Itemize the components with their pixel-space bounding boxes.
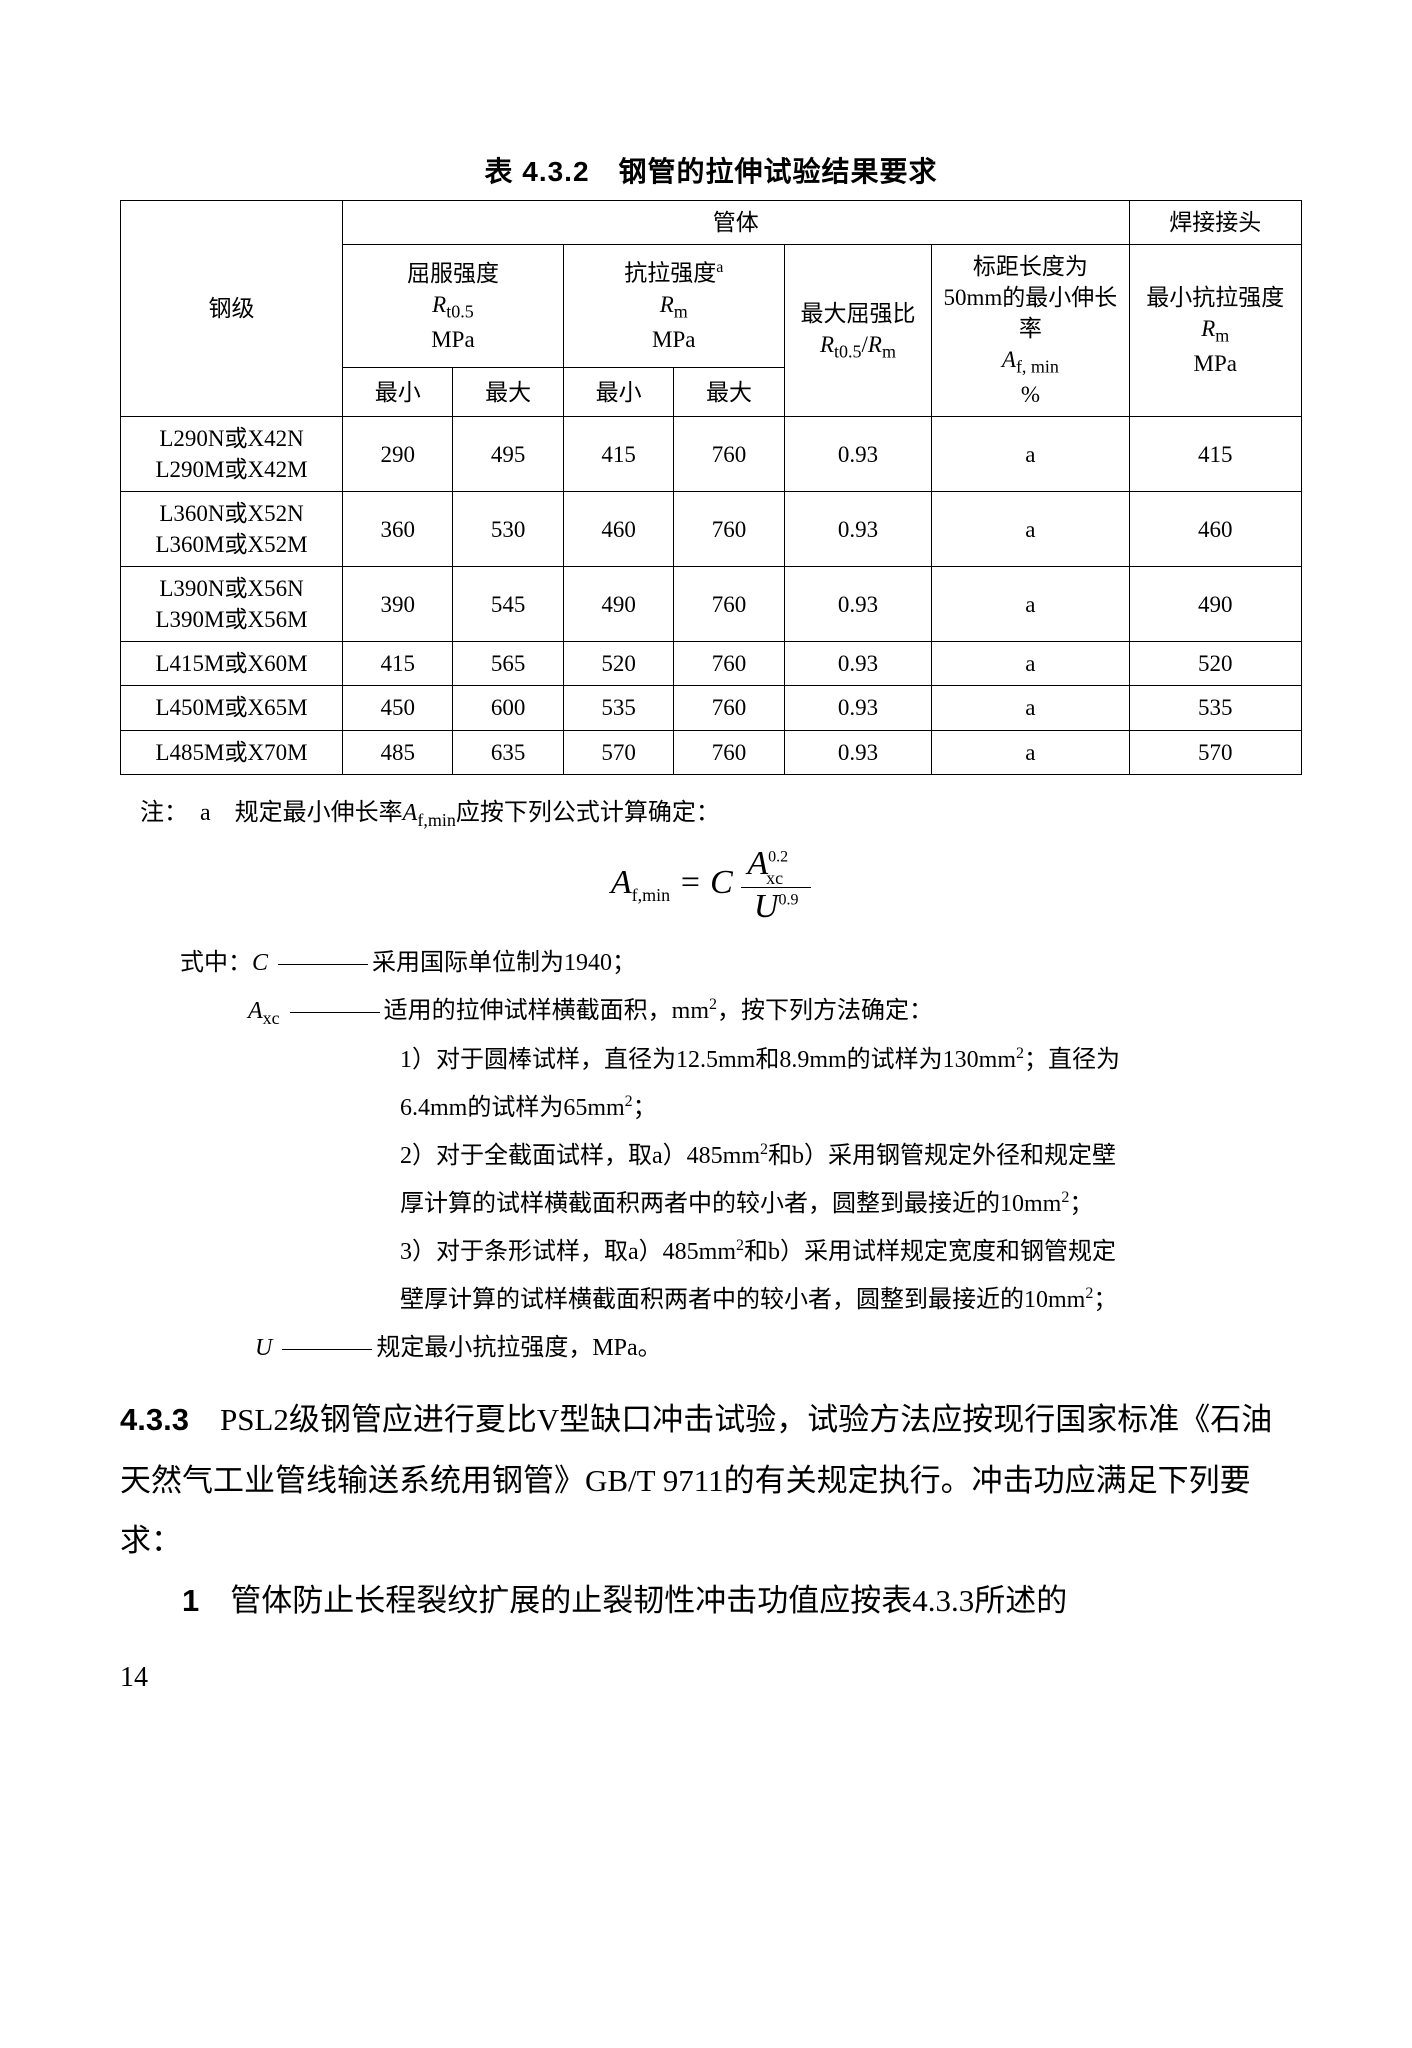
table-row: L390N或X56NL390M或X56M3905454907600.93a490 bbox=[121, 567, 1302, 642]
th-yield: 屈服强度Rt0.5MPa bbox=[343, 245, 564, 368]
axc-line: Axc 适用的拉伸试样横截面积，mm2，按下列方法确定： bbox=[120, 987, 1302, 1036]
th-min1: 最小 bbox=[343, 368, 453, 417]
body-text: 4.3.3 PSL2级钢管应进行夏比V型缺口冲击试验，试验方法应按现行国家标准《… bbox=[120, 1390, 1302, 1632]
note-lead: 注： a 规定最小伸长率Af,min应按下列公式计算确定： bbox=[120, 789, 1302, 838]
table-title: 表 4.3.2 钢管的拉伸试验结果要求 bbox=[120, 150, 1302, 190]
table-row: L415M或X60M4155655207600.93a520 bbox=[121, 642, 1302, 686]
table-row: L360N或X52NL360M或X52M3605304607600.93a460 bbox=[121, 492, 1302, 567]
th-weld-tensile: 最小抗拉强度RmMPa bbox=[1129, 245, 1301, 417]
item-1: 1 bbox=[182, 1583, 199, 1618]
formula: Af,min = C A0.2xc U0.9 bbox=[120, 845, 1302, 925]
table-row: L290N或X42NL290M或X42M2904954157600.93a415 bbox=[121, 417, 1302, 492]
u-line: U 规定最小抗拉强度，MPa。 bbox=[120, 1324, 1302, 1372]
item2a: 2）对于全截面试样，取a）485mm2和b）采用钢管规定外径和规定壁 bbox=[400, 1132, 1302, 1180]
th-min2: 最小 bbox=[563, 368, 673, 417]
th-tensile: 抗拉强度aRmMPa bbox=[563, 245, 784, 368]
th-ratio: 最大屈强比Rt0.5/Rm bbox=[784, 245, 932, 417]
table-row: L450M或X65M4506005357600.93a535 bbox=[121, 686, 1302, 730]
notes-block: 注： a 规定最小伸长率Af,min应按下列公式计算确定： Af,min = C… bbox=[120, 789, 1302, 1373]
th-body: 管体 bbox=[343, 201, 1129, 245]
th-max2: 最大 bbox=[674, 368, 784, 417]
item3a: 3）对于条形试样，取a）485mm2和b）采用试样规定宽度和钢管规定 bbox=[400, 1228, 1302, 1276]
th-weld: 焊接接头 bbox=[1129, 201, 1301, 245]
th-max1: 最大 bbox=[453, 368, 563, 417]
th-grade: 钢级 bbox=[121, 201, 343, 417]
item1a: 1）对于圆棒试样，直径为12.5mm和8.9mm的试样为130mm2；直径为 bbox=[400, 1036, 1302, 1084]
item2b: 厚计算的试样横截面积两者中的较小者，圆整到最接近的10mm2； bbox=[400, 1180, 1302, 1228]
tensile-table: 钢级 管体 焊接接头 屈服强度Rt0.5MPa 抗拉强度aRmMPa 最大屈强比… bbox=[120, 200, 1302, 775]
table-row: L485M或X70M4856355707600.93a570 bbox=[121, 730, 1302, 774]
th-elong: 标距长度为50mm的最小伸长率Af, min% bbox=[932, 245, 1129, 417]
sec-433: 4.3.3 bbox=[120, 1402, 189, 1437]
where-block: 式中：C 采用国际单位制为1940； bbox=[120, 939, 1302, 987]
item3b: 壁厚计算的试样横截面积两者中的较小者，圆整到最接近的10mm2； bbox=[400, 1276, 1302, 1324]
item1b: 6.4mm的试样为65mm2； bbox=[400, 1084, 1302, 1132]
page-number: 14 bbox=[120, 1662, 1302, 1694]
